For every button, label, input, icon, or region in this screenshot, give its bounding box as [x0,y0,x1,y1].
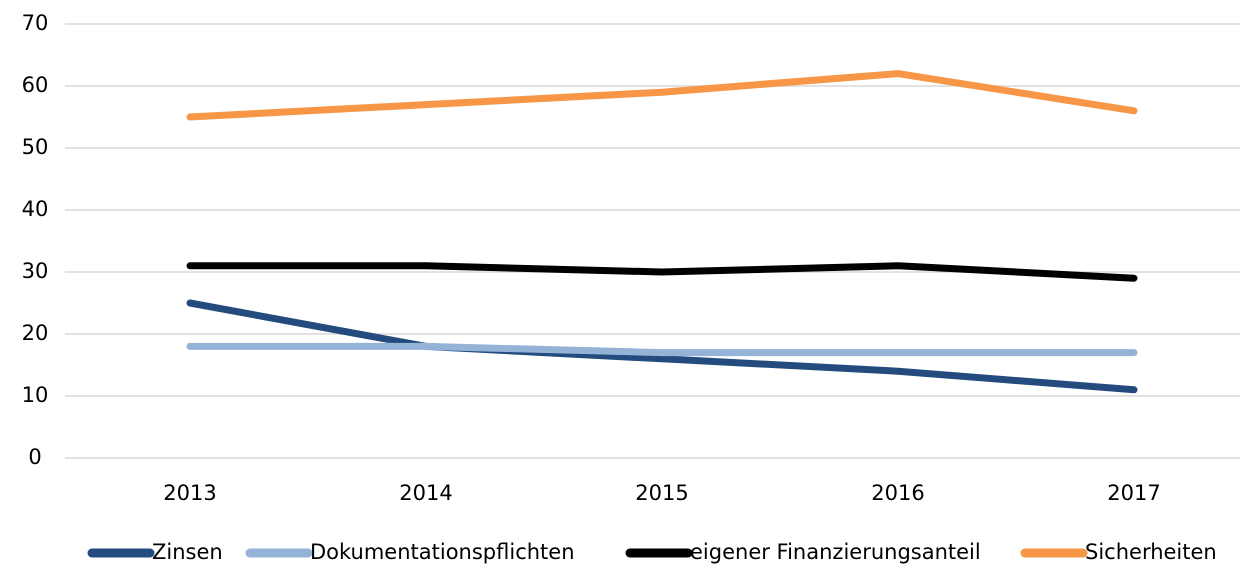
legend-label: Zinsen [152,540,223,564]
legend-label: Sicherheiten [1085,540,1217,564]
y-tick-label: 0 [28,445,41,469]
y-tick-label: 50 [22,135,49,159]
legend-label: eigener Finanzierungsanteil [690,540,981,564]
y-tick-label: 60 [22,73,49,97]
x-tick-label: 2015 [635,481,688,505]
y-tick-label: 40 [22,197,49,221]
x-tick-label: 2014 [399,481,452,505]
y-tick-label: 30 [22,259,49,283]
y-tick-label: 20 [22,321,49,345]
series-line [186,342,1138,357]
series-line [186,70,1138,121]
x-tick-label: 2013 [163,481,216,505]
x-tick-label: 2017 [1107,481,1160,505]
series-line [186,262,1138,282]
series-line [186,299,1138,394]
legend-label: Dokumentationspflichten [310,540,575,564]
x-tick-label: 2016 [871,481,924,505]
y-tick-label: 70 [22,11,49,35]
y-tick-label: 10 [22,383,49,407]
